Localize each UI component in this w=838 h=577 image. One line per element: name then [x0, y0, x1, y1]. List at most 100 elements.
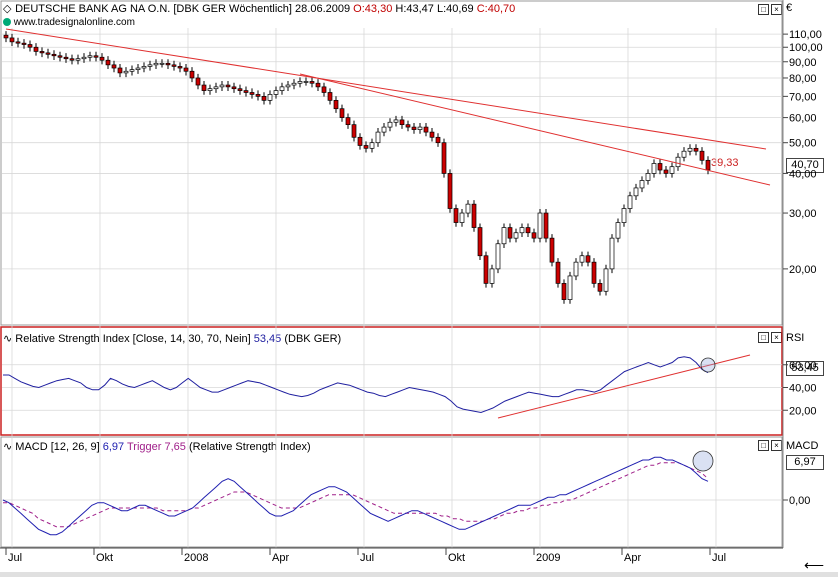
x-tick-label: 2009 — [536, 552, 560, 564]
low-label: L:40,69 — [436, 3, 474, 15]
maximize-button[interactable]: □ — [758, 4, 769, 15]
candle-body — [357, 136, 363, 146]
candle-body — [339, 108, 345, 118]
candle-body — [15, 41, 21, 44]
macd-value: 6,97 — [102, 441, 125, 453]
candle-body — [453, 208, 459, 223]
candle-body — [459, 212, 465, 223]
candle-body — [45, 52, 51, 55]
candle-body — [135, 67, 141, 70]
macd-icon: ∿ — [3, 441, 13, 453]
candle-body — [519, 227, 525, 234]
macd-maximize-button[interactable]: □ — [758, 440, 769, 451]
candle-body — [597, 283, 603, 292]
candle-body — [495, 243, 501, 270]
candle-body — [261, 96, 267, 101]
price-frame — [0, 0, 783, 326]
candle-body — [423, 126, 429, 133]
rsi-title: Relative Strength Index [Close, 14, 30, … — [15, 333, 251, 345]
price-tick-label: 90,00 — [789, 57, 817, 69]
candle-body — [153, 62, 159, 66]
x-tick-label: Apr — [624, 552, 641, 564]
candle-body — [141, 66, 147, 69]
candle-body — [219, 84, 225, 88]
candle-body — [381, 126, 387, 133]
candle-body — [621, 208, 627, 223]
candle-body — [195, 77, 201, 86]
rsi-icon: ∿ — [3, 333, 13, 345]
candle-body — [435, 136, 441, 144]
candle-body — [393, 119, 399, 123]
rsi-tick-label: 20,00 — [789, 405, 817, 417]
rsi-value: 53,45 — [253, 333, 282, 345]
scroll-left-arrow[interactable]: ⟵ — [803, 557, 825, 573]
candle-body — [609, 237, 615, 270]
candle-body — [639, 180, 645, 189]
macd-axis-label: MACD — [786, 440, 819, 452]
candle-body — [669, 166, 675, 174]
logo-icon — [3, 18, 11, 27]
candle-body — [681, 150, 687, 158]
candle-body — [183, 67, 189, 72]
candle-body — [189, 70, 195, 79]
candle-body — [75, 58, 81, 61]
x-tick-label: Jul — [712, 552, 726, 564]
candle-body — [561, 283, 567, 300]
candle-body — [129, 69, 135, 72]
candle-body — [309, 81, 315, 84]
candle-body — [171, 64, 177, 67]
currency-label: € — [786, 2, 793, 14]
horizontal-scrollbar[interactable] — [0, 572, 838, 577]
macd-title: MACD [12, 26, 9] — [15, 441, 100, 453]
watermark: www.tradesignalonline.com — [3, 17, 135, 28]
candle-body — [483, 255, 489, 284]
trendline-upper — [5, 28, 767, 150]
candle-body — [57, 55, 63, 58]
candle-body — [87, 55, 93, 58]
macd-line — [2, 456, 709, 536]
candle-body — [405, 124, 411, 128]
x-tick-label: Okt — [448, 552, 465, 564]
candle-body — [693, 147, 699, 152]
candle-body — [99, 56, 105, 61]
candle-body — [543, 212, 549, 239]
price-tick-label: 100,00 — [789, 42, 823, 54]
candle-body — [93, 55, 99, 58]
candle-body — [699, 150, 705, 161]
candle-body — [429, 131, 435, 138]
candle-body — [513, 232, 519, 239]
candle-body — [369, 142, 375, 149]
candle-body — [663, 169, 669, 174]
open-label: O:43,30 — [353, 3, 393, 15]
candle-body — [531, 232, 537, 239]
candle-body — [297, 81, 303, 84]
candle-body — [363, 145, 369, 149]
candle-body — [411, 126, 417, 130]
candle-body — [615, 222, 621, 239]
close-label: C:40,70 — [476, 3, 516, 15]
candle-body — [525, 227, 531, 234]
price-tick-label: 60,00 — [789, 113, 817, 125]
candle-body — [549, 237, 555, 263]
rsi-maximize-button[interactable]: □ — [758, 332, 769, 343]
candle-body — [9, 37, 15, 43]
date-label: 28.06.2009 — [295, 3, 351, 15]
price-tick-label: 20,00 — [789, 264, 817, 276]
macd-highlight-circle — [692, 450, 714, 472]
candle-body — [273, 90, 279, 95]
candle-body — [603, 268, 609, 292]
rsi-tick-label: 40,00 — [789, 383, 817, 395]
candle-body — [321, 86, 327, 93]
candle-body — [645, 173, 651, 181]
price-header: ◇ DEUTSCHE BANK AG NA O.N. [DBK GER Wöch… — [3, 2, 515, 15]
price-pane[interactable]: ◇ DEUTSCHE BANK AG NA O.N. [DBK GER Wöch… — [0, 0, 838, 327]
price-tick-label: 40,00 — [789, 168, 817, 180]
candle-body — [3, 34, 9, 39]
expand-icon[interactable]: ◇ — [3, 3, 12, 15]
candle-body — [279, 86, 285, 91]
candle-body — [249, 92, 255, 95]
candle-body — [579, 255, 585, 263]
candle-body — [51, 53, 57, 57]
rsi-header: ∿ Relative Strength Index [Close, 14, 30… — [3, 332, 341, 345]
